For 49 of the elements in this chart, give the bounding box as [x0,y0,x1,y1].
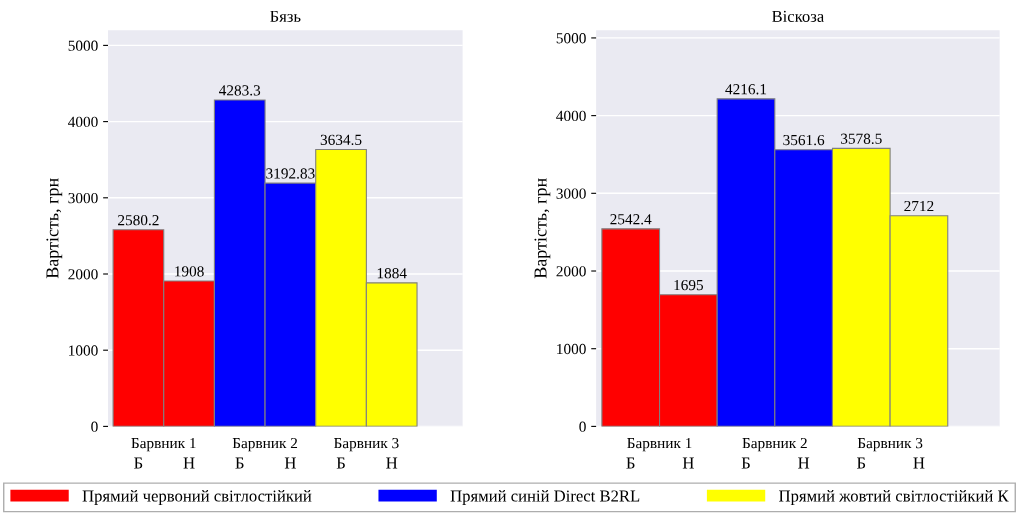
x-tick-label: Н [798,457,810,469]
legend-label: Прямий жовтий світлостійкий К [779,490,1009,505]
y-tick-label: 1000 [557,343,586,355]
text: Барвник 3 [857,438,923,452]
x-tick-label: Н [913,457,925,469]
x-tick-label: Н [284,457,296,469]
y-tick-label: 0 [579,421,586,432]
y-tick-label: 5000 [556,33,586,44]
x-tick-label: Б [235,457,244,469]
y-tick-label: 4000 [556,110,586,122]
x-tick-label: Б [336,457,345,469]
text: Барвник 1 [627,438,692,452]
data-label: 1884 [377,268,407,279]
y-tick-label: 3000 [556,188,586,199]
text: Барвник 1 [131,438,196,452]
data-label: 3634.5 [320,134,362,146]
text: Барвник 2 [742,438,807,452]
legend-label: Прямий синій Direct B2RL [450,490,640,505]
y-tick-label: 4000 [68,116,98,128]
x-tick-label: Н [682,457,694,469]
x-tick-label: Б [856,457,866,469]
y-tick-label: 3000 [68,192,98,204]
data-label: 1695 [674,279,704,291]
data-label: 1908 [175,266,204,277]
x-tick-label: Б [741,457,750,469]
x-tick-label: Н [183,457,195,469]
data-label: 2580.2 [118,214,159,226]
legend-label: Прямий червоний світлостійкий [82,490,312,505]
data-label: 3192.83 [266,168,315,179]
chart-title: Віскоза [772,10,824,22]
y-tick-label: 2000 [556,266,586,277]
data-label: 2542.4 [610,214,652,225]
y-axis-title: Вартість, грн [46,178,63,279]
data-label: 3578.5 [841,133,882,144]
chart-title: Бязь [270,10,301,22]
y-tick-label: 5000 [68,40,98,51]
x-tick-label: Н [386,457,398,469]
y-tick-label: 2000 [68,269,98,280]
x-tick-label: Б [626,457,635,469]
text: Барвник 3 [333,438,399,452]
y-tick-label: 1000 [69,345,98,356]
y-axis-title: Вартість, грн [534,178,551,279]
data-label: 2712 [904,200,934,212]
data-label: 4216.1 [725,84,767,95]
data-label: 3561.6 [783,134,825,146]
x-tick-label: Б [134,457,143,469]
data-label: 4283.3 [219,85,261,96]
text: Барвник 2 [232,438,298,452]
y-tick-label: 0 [91,421,98,432]
